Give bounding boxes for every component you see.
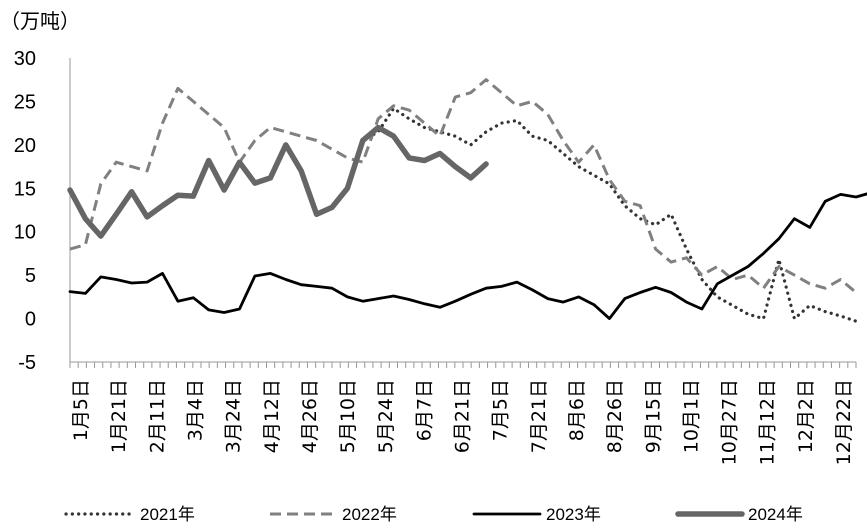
x-tick-label: 9月15日 <box>642 379 664 453</box>
x-tick-label: 4月26日 <box>299 379 321 453</box>
legend: 2021年 2022年 2023年 2024年 <box>64 505 803 524</box>
y-tick-label: 25 <box>14 91 36 113</box>
x-tick-label: 1月21日 <box>108 379 130 453</box>
x-tick-label: 8月26日 <box>604 379 626 453</box>
x-tick-label: 6月21日 <box>452 379 474 453</box>
x-tick-label: 12月22日 <box>833 379 855 465</box>
y-tick-label: 30 <box>14 48 36 70</box>
legend-label: 2021年 <box>140 505 195 524</box>
x-tick-label: 7月5日 <box>490 379 512 441</box>
y-axis-unit-label: （万吨） <box>0 9 80 33</box>
x-tick-label: 8月6日 <box>566 379 588 441</box>
x-tick-label: 12月2日 <box>795 379 817 453</box>
x-tick-label: 10月27日 <box>719 379 741 465</box>
y-tick-labels: 30 25 20 15 10 5 0 -5 <box>14 48 36 374</box>
y-tick-label: 20 <box>14 135 36 157</box>
y-tick-label: 0 <box>25 309 36 331</box>
axes <box>69 58 857 368</box>
x-tick-labels: 1月5日 1月21日 2月11日 3月4日 3月24日 4月12日 4月26日 5月10日 5月… <box>70 379 855 465</box>
x-tick-label: 5月24日 <box>375 379 397 453</box>
x-tick-label: 7月21日 <box>528 379 550 453</box>
series-lines <box>67 78 867 323</box>
x-tick-label: 4月12日 <box>261 379 283 453</box>
x-tick-label: 5月10日 <box>337 379 359 453</box>
y-tick-label: 10 <box>14 222 36 244</box>
series-line-2024年 <box>67 124 489 239</box>
series-line-2023年 <box>68 192 867 320</box>
x-tick-label: 10月1日 <box>680 379 702 453</box>
legend-label: 2023年 <box>546 505 601 524</box>
series-line-2021年 <box>361 106 858 323</box>
series-line-2022年 <box>69 78 857 294</box>
x-tick-label: 6月7日 <box>413 379 435 441</box>
x-tick-label: 11月12日 <box>757 379 779 465</box>
legend-label: 2022年 <box>342 505 397 524</box>
x-tick-label: 2月11日 <box>146 379 168 453</box>
x-tick-label: 1月5日 <box>70 379 92 441</box>
y-tick-label: 15 <box>14 178 36 200</box>
legend-label: 2024年 <box>748 505 803 524</box>
x-tick-label: 3月4日 <box>184 379 206 441</box>
y-tick-label: 5 <box>25 265 36 287</box>
x-tick-label: 3月24日 <box>223 379 245 453</box>
y-tick-label: -5 <box>18 352 36 374</box>
